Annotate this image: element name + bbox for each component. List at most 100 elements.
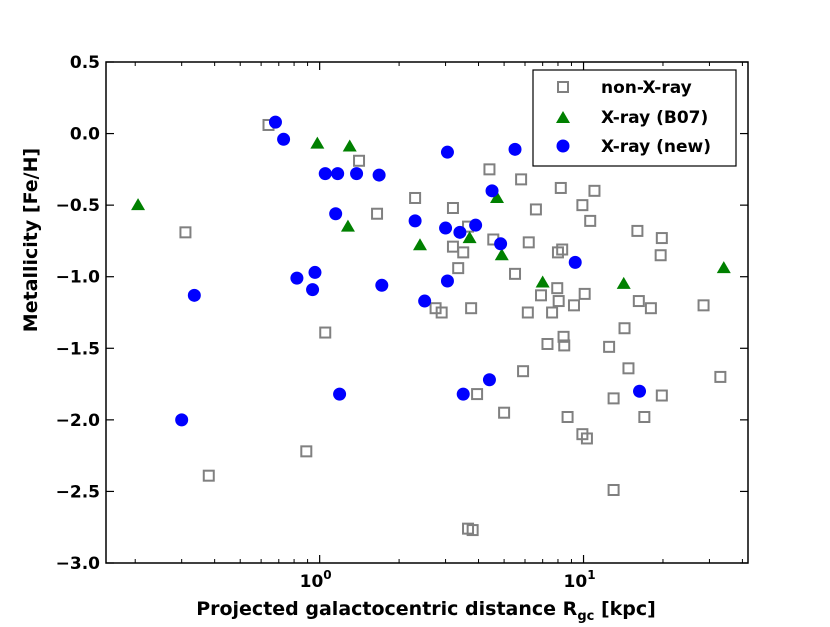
legend-label-non-xray: non-X-ray — [601, 78, 692, 98]
data-point-xray-b07 — [490, 190, 505, 203]
data-point-xray-new — [318, 167, 332, 181]
y-tick-label: 0.5 — [70, 53, 100, 73]
data-point-non-xray — [435, 306, 448, 319]
data-point-xray-b07 — [535, 275, 550, 288]
data-point-xray-b07 — [462, 231, 477, 244]
data-point-non-xray — [498, 406, 511, 419]
data-point-non-xray — [618, 322, 631, 335]
y-tick-labels: 0.5 0.0 −0.5 −1.0 −1.5 −2.0 −2.5 −3.0 — [56, 53, 101, 574]
data-point-xray-b07 — [412, 238, 427, 251]
data-point-xray-new — [508, 142, 522, 156]
x-tick-label: 100 — [300, 568, 332, 592]
data-point-xray-b07 — [494, 248, 509, 261]
data-point-non-xray — [554, 181, 567, 194]
data-point-non-xray — [546, 306, 559, 319]
data-point-non-xray — [632, 295, 645, 308]
data-point-non-xray — [521, 306, 534, 319]
data-point-non-xray — [584, 214, 597, 227]
data-point-xray-new — [439, 221, 453, 235]
data-point-non-xray — [483, 163, 496, 176]
data-point-xray-b07 — [310, 136, 325, 149]
data-point-non-xray — [714, 370, 727, 383]
data-point-xray-new — [456, 387, 470, 401]
data-point-xray-new — [408, 214, 422, 228]
data-point-xray-new — [372, 168, 386, 182]
legend: non-X-ray X-ray (B07) X-ray (new) — [532, 69, 737, 167]
data-point-xray-new — [187, 288, 201, 302]
x-tick-labels: 100 101 — [300, 568, 596, 592]
x-axis-label-main: Projected galactocentric distance R — [196, 598, 577, 620]
data-point-non-xray — [409, 191, 422, 204]
data-point-non-xray — [578, 287, 591, 300]
axis-ticks — [106, 61, 748, 564]
data-point-non-xray — [631, 224, 644, 237]
plot-frame — [105, 61, 749, 564]
data-point-non-xray — [446, 202, 459, 215]
data-point-xray-new — [268, 115, 282, 129]
data-point-xray-new — [350, 167, 364, 181]
series-1 — [131, 136, 731, 289]
y-tick-label: 0.0 — [70, 125, 100, 145]
y-tick-label: −0.5 — [56, 196, 100, 216]
data-point-xray-new — [440, 274, 454, 288]
data-point-xray-b07 — [131, 198, 146, 211]
data-point-non-xray — [452, 262, 465, 275]
data-point-non-xray — [567, 299, 580, 312]
data-point-non-xray — [457, 246, 470, 259]
data-point-non-xray — [446, 240, 459, 253]
data-point-non-xray — [353, 154, 366, 167]
data-point-xray-new — [418, 294, 432, 308]
data-point-non-xray — [529, 203, 542, 216]
data-point-non-xray — [644, 302, 657, 315]
legend-marker-xray-new — [556, 139, 570, 153]
data-point-xray-new — [440, 145, 454, 159]
data-point-xray-b07 — [716, 261, 731, 274]
data-point-xray-b07 — [616, 276, 631, 289]
data-point-non-xray — [622, 362, 635, 375]
data-point-xray-new — [485, 184, 499, 198]
data-point-non-xray — [517, 365, 530, 378]
plot-area — [105, 61, 749, 564]
y-tick-label: −2.0 — [56, 411, 101, 431]
legend-marker-xray-b07 — [556, 111, 570, 123]
data-point-non-xray — [576, 199, 589, 212]
data-point-non-xray — [515, 173, 528, 186]
legend-label-xray-b07: X-ray (B07) — [601, 108, 708, 128]
data-point-non-xray — [465, 302, 478, 315]
data-point-non-xray — [603, 340, 616, 353]
y-tick-label: −2.5 — [56, 482, 100, 502]
series-0 — [179, 118, 727, 537]
data-point-xray-new — [453, 225, 467, 239]
data-point-non-xray — [466, 524, 479, 537]
data-point-xray-new — [308, 265, 322, 279]
data-point-xray-new — [633, 384, 647, 398]
data-point-xray-new — [331, 167, 345, 181]
data-point-non-xray — [535, 289, 548, 302]
data-point-xray-b07 — [342, 139, 357, 152]
x-axis-label: Projected galactocentric distance Rgc [k… — [196, 598, 656, 624]
data-point-xray-new — [568, 255, 582, 269]
data-point-xray-new — [375, 278, 389, 292]
data-point-non-xray — [655, 389, 668, 402]
data-point-non-xray — [654, 249, 667, 262]
y-tick-label: −3.0 — [56, 554, 101, 574]
data-point-xray-new — [306, 283, 320, 297]
data-point-non-xray — [697, 299, 710, 312]
data-points — [131, 115, 731, 537]
y-axis-label: Metallicity [Fe/H] — [20, 148, 42, 332]
data-point-xray-new — [494, 237, 508, 251]
data-point-non-xray — [509, 267, 522, 280]
data-point-non-xray — [371, 207, 384, 220]
data-point-non-xray — [557, 330, 570, 343]
data-point-non-xray — [607, 392, 620, 405]
data-point-xray-b07 — [340, 219, 355, 232]
data-point-xray-new — [329, 207, 343, 221]
data-point-non-xray — [471, 388, 484, 401]
data-point-non-xray — [179, 226, 192, 239]
data-point-non-xray — [588, 184, 601, 197]
data-point-xray-new — [333, 387, 347, 401]
data-point-xray-new — [277, 132, 291, 146]
data-point-non-xray — [561, 410, 574, 423]
x-tick-label-base: 10 — [564, 572, 588, 592]
